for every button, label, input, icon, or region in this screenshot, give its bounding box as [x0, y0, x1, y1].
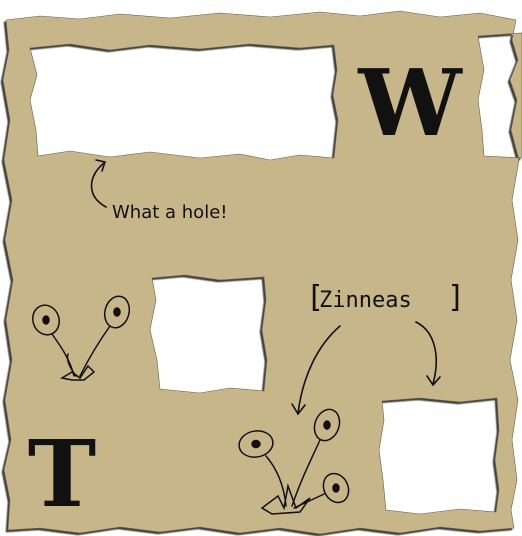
- curved-arrow-icon: [291, 325, 341, 416]
- flower-sketch-icon: [238, 408, 350, 515]
- flower-label-left-bracket: [: [306, 280, 324, 315]
- flower-label-right-bracket: ]: [447, 280, 465, 315]
- curved-arrow-icon: [415, 321, 441, 387]
- letter-t: T: [28, 420, 96, 528]
- flower-sketch-icon: [32, 295, 131, 381]
- letter-w: W: [357, 49, 463, 157]
- flower-label: Zinneas: [319, 288, 412, 313]
- hole-note: What a hole!: [112, 202, 227, 223]
- torn-paper: [2, 10, 522, 535]
- curved-arrow-icon: [90, 159, 107, 208]
